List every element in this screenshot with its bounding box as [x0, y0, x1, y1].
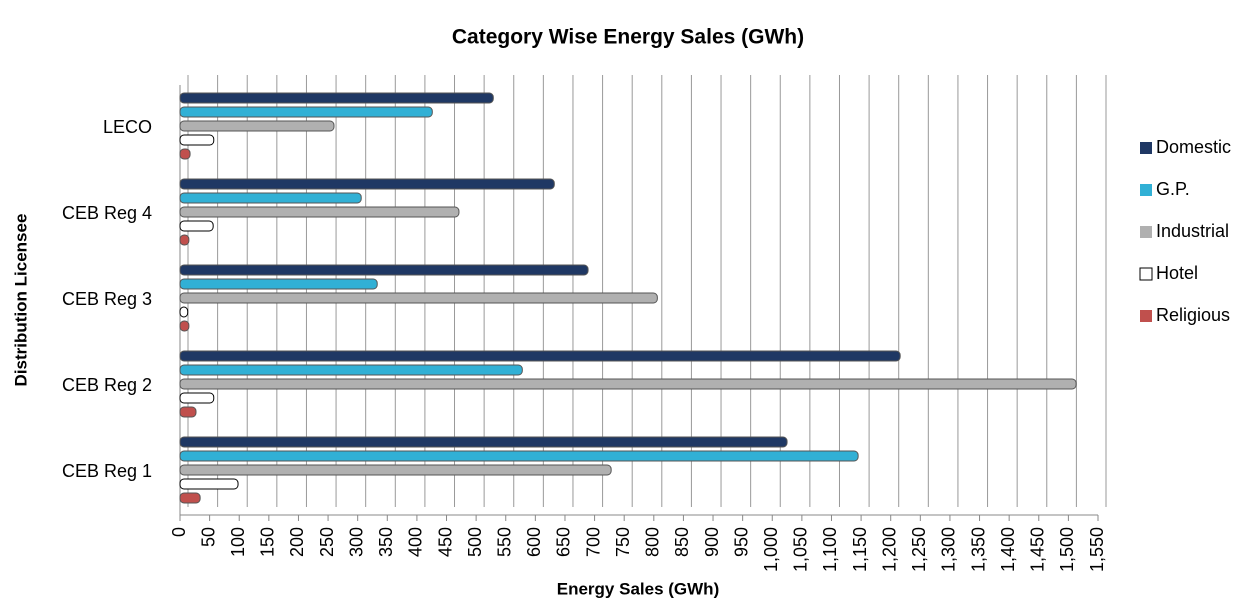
- legend-label: Industrial: [1156, 221, 1229, 241]
- x-tick-label: 100: [228, 527, 248, 557]
- y-tick-label: CEB Reg 1: [62, 461, 152, 481]
- y-tick-label: CEB Reg 3: [62, 289, 152, 309]
- bar: [179, 92, 494, 104]
- x-tick-label: 1,300: [939, 527, 959, 572]
- bar: [179, 306, 189, 318]
- bar: [179, 278, 378, 290]
- x-tick-label: 500: [465, 527, 485, 557]
- legend-swatch: [1140, 310, 1152, 322]
- x-tick-label: 450: [435, 527, 455, 557]
- bar: [179, 320, 190, 332]
- x-tick-label: 1,200: [879, 527, 899, 572]
- x-tick-label: 1,100: [820, 527, 840, 572]
- bar: [179, 206, 460, 218]
- x-tick-label: 1,400: [998, 527, 1018, 572]
- x-tick-label: 400: [406, 527, 426, 557]
- x-tick-label: 600: [524, 527, 544, 557]
- x-tick-label: 0: [169, 527, 189, 537]
- y-tick-label: CEB Reg 2: [62, 375, 152, 395]
- bar: [179, 192, 362, 204]
- x-tick-label: 550: [494, 527, 514, 557]
- x-tick-label: 800: [643, 527, 663, 557]
- x-tick-label: 1,500: [1057, 527, 1077, 572]
- bar: [179, 148, 191, 160]
- x-tick-label: 1,450: [1028, 527, 1048, 572]
- legend-label: Domestic: [1156, 137, 1231, 157]
- bar: [179, 234, 190, 246]
- bar: [179, 364, 523, 376]
- x-tick-label: 150: [258, 527, 278, 557]
- x-tick-label: 1,050: [791, 527, 811, 572]
- bar: [179, 436, 788, 448]
- x-tick-label: 900: [702, 527, 722, 557]
- x-tick-label: 50: [198, 527, 218, 547]
- bar: [179, 178, 555, 190]
- bar: [179, 292, 658, 304]
- x-tick-label: 750: [613, 527, 633, 557]
- legend-swatch: [1140, 184, 1152, 196]
- bar: [179, 478, 239, 490]
- bar: [179, 450, 859, 462]
- bar: [179, 464, 612, 476]
- bar: [179, 492, 201, 504]
- x-tick-label: 300: [346, 527, 366, 557]
- chart-title: Category Wise Energy Sales (GWh): [452, 26, 804, 49]
- x-tick-label: 850: [672, 527, 692, 557]
- x-axis-title: Energy Sales (GWh): [557, 579, 719, 598]
- bar: [179, 392, 215, 404]
- x-tick-label: 1,350: [968, 527, 988, 572]
- bar: [179, 106, 433, 118]
- x-tick-label: 1,000: [761, 527, 781, 572]
- y-tick-label: LECO: [103, 117, 152, 137]
- y-axis-title: Distribution Licensee: [11, 214, 30, 387]
- x-tick-label: 700: [583, 527, 603, 557]
- x-tick-label: 1,550: [1087, 527, 1107, 572]
- x-tick-label: 200: [287, 527, 307, 557]
- x-tick-label: 650: [554, 527, 574, 557]
- x-tick-label: 950: [731, 527, 751, 557]
- bar: [179, 350, 901, 362]
- bar: [179, 120, 335, 132]
- bar: [179, 378, 1077, 390]
- x-tick-label: 1,250: [909, 527, 929, 572]
- y-tick-label: CEB Reg 4: [62, 203, 152, 223]
- x-tick-label: 350: [376, 527, 396, 557]
- legend-label: G.P.: [1156, 179, 1190, 199]
- bar: [179, 406, 197, 418]
- legend-swatch: [1140, 142, 1152, 154]
- bar: [179, 264, 589, 276]
- legend-swatch: [1139, 267, 1153, 281]
- x-tick-label: 1,150: [850, 527, 870, 572]
- legend-label: Religious: [1156, 305, 1230, 325]
- x-tick-label: 250: [317, 527, 337, 557]
- legend-label: Hotel: [1156, 263, 1198, 283]
- legend-swatch: [1140, 226, 1152, 238]
- bar: [179, 220, 214, 232]
- bar: [179, 134, 215, 146]
